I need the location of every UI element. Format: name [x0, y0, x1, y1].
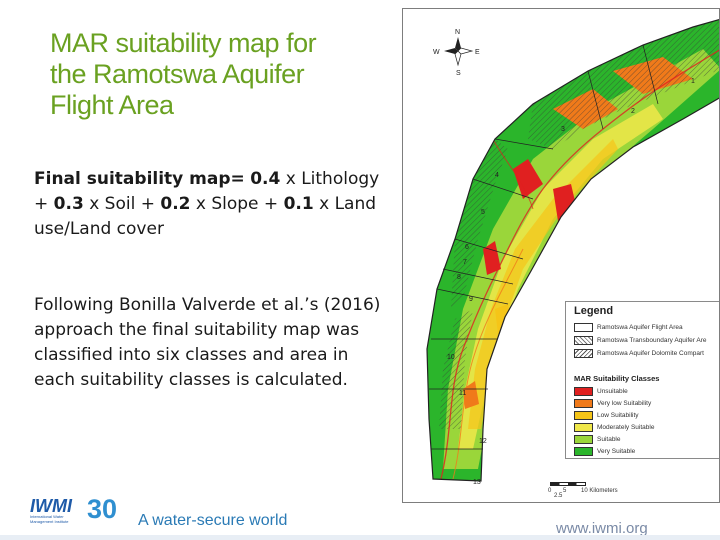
zone-label: 3 — [561, 126, 565, 133]
legend-class-swatch — [574, 447, 593, 456]
formula-term: x Slope + — [195, 194, 279, 214]
legend-class-swatch — [574, 411, 593, 420]
legend-boundary-row: Ramotswa Transboundary Aquifer Are — [574, 335, 706, 346]
legend-class-label: Very Suitable — [597, 448, 636, 455]
method-paragraph: Following Bonilla Valverde et al.’s (201… — [34, 295, 381, 390]
formula-weight: 0.2 — [160, 194, 191, 214]
flight-area-boundary — [426, 18, 719, 482]
legend-class-label: Low Suitability — [597, 412, 639, 419]
logo-number: 30 — [87, 494, 118, 524]
legend-class-label: Unsuitable — [597, 388, 628, 395]
legend-boundary-row: Ramotswa Aquifer Flight Area — [574, 322, 683, 333]
logo-text: IWMI — [30, 496, 72, 516]
zone-label: 4 — [495, 172, 499, 179]
legend-class-label: Moderately Suitable — [597, 424, 655, 431]
zone-labels: 1 2 3 4 5 6 7 8 9 10 11 12 13 — [447, 78, 695, 486]
zone-label: 10 — [447, 354, 455, 361]
title-line: the Ramotswa Aquifer — [50, 59, 305, 89]
formula-text: Final suitability map= 0.4 x Lithology +… — [34, 167, 394, 242]
title-line: MAR suitability map for — [50, 28, 317, 58]
zone-label: 11 — [459, 390, 466, 397]
formula-term: x Lithology + — [34, 169, 380, 214]
zone-label: 8 — [457, 274, 461, 281]
map-legend: Legend Ramotswa Aquifer Flight Area Ramo… — [565, 301, 719, 459]
zone-label: 7 — [463, 259, 467, 266]
logo-subtext: International Water Management Institute — [30, 514, 69, 524]
legend-swatch — [574, 336, 593, 345]
legend-class-row: Unsuitable — [574, 386, 628, 397]
legend-class-row: Very low Suitability — [574, 398, 651, 409]
zone-label: 1 — [691, 78, 695, 85]
scale-label: 0 — [548, 488, 552, 494]
formula-weight: 0.1 — [283, 194, 314, 214]
scale-label: 2.5 — [554, 493, 563, 499]
legend-class-swatch — [574, 423, 593, 432]
legend-label: Ramotswa Transboundary Aquifer Are — [597, 337, 707, 344]
tagline: A water-secure world — [138, 512, 288, 529]
legend-class-row: Low Suitability — [574, 410, 639, 421]
compass-e: E — [475, 49, 480, 56]
legend-swatch — [574, 323, 593, 332]
formula-term: x Land use/Land cover — [34, 194, 377, 239]
legend-class-swatch — [574, 435, 593, 444]
compass-s: S — [456, 70, 461, 77]
zone-label: 9 — [469, 296, 473, 303]
formula-term: x Soil + — [89, 194, 155, 214]
legend-boundary-row: Ramotswa Aquifer Dolomite Compart — [574, 348, 704, 359]
zone-label: 13 — [473, 479, 481, 486]
legend-class-row: Moderately Suitable — [574, 422, 654, 433]
legend-label: Ramotswa Aquifer Flight Area — [597, 324, 683, 331]
footer-url[interactable]: www.iwmi.org — [556, 520, 648, 537]
zone-label: 2 — [631, 108, 635, 115]
legend-class-row: Very Suitable — [574, 446, 635, 457]
legend-class-row: Suitable — [574, 434, 621, 445]
suitability-map: 1 2 3 4 5 6 7 8 9 10 11 12 13 N S E W Le… — [402, 8, 720, 503]
compass-n: N — [455, 29, 460, 36]
formula-weight: 0.3 — [53, 194, 84, 214]
scale-bar — [550, 482, 586, 486]
legend-classes-title: MAR Suitability Classes — [574, 374, 660, 383]
scale-label: 5 — [563, 488, 567, 494]
zone-label: 5 — [481, 209, 485, 216]
legend-class-label: Very low Suitability — [597, 400, 652, 407]
legend-class-label: Suitable — [597, 436, 621, 443]
zone-label: 6 — [465, 244, 469, 251]
compartment-lines — [429, 44, 659, 450]
slide-title: MAR suitability map for the Ramotswa Aqu… — [50, 28, 380, 121]
legend-class-swatch — [574, 387, 593, 396]
legend-class-swatch — [574, 399, 593, 408]
legend-swatch — [574, 349, 593, 358]
compass-icon: N S E W — [433, 29, 480, 77]
title-line: Flight Area — [50, 90, 174, 120]
scale-label: 10 Kilometers — [581, 488, 618, 494]
legend-label: Ramotswa Aquifer Dolomite Compart — [597, 350, 704, 357]
formula-label: Final suitability map= — [34, 169, 245, 189]
formula-weight: 0.4 — [250, 169, 281, 189]
compass-w: W — [433, 49, 440, 56]
legend-title: Legend — [574, 305, 614, 317]
iwmi-logo: IWMI International Water Management Inst… — [30, 493, 130, 529]
zone-label: 12 — [479, 438, 487, 445]
footer-divider — [0, 535, 720, 540]
